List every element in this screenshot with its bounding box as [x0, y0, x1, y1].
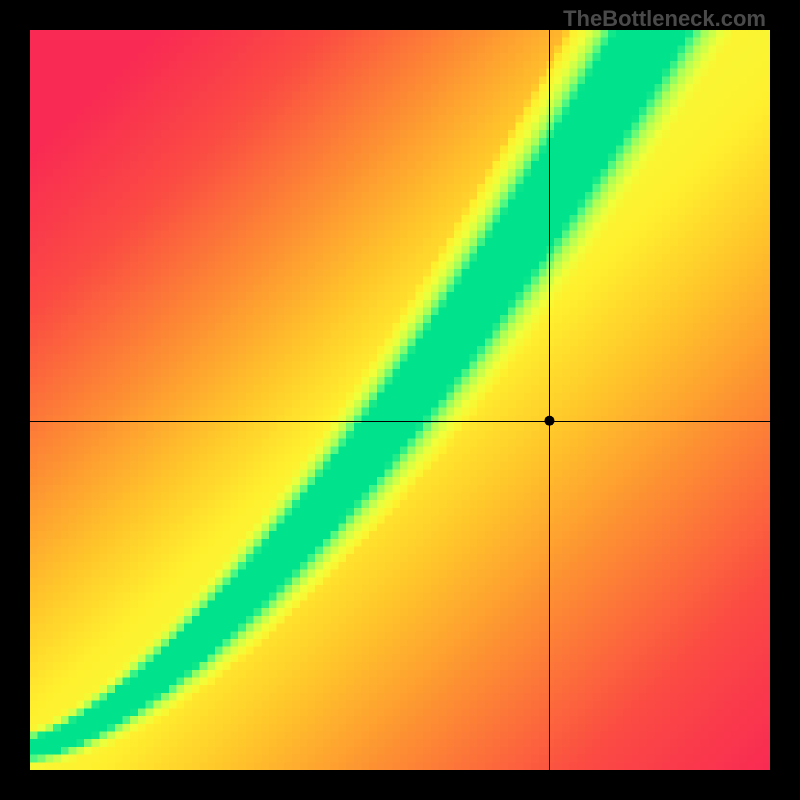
chart-frame: TheBottleneck.com: [0, 0, 800, 800]
watermark-text: TheBottleneck.com: [563, 6, 766, 32]
crosshair-overlay: [30, 30, 770, 770]
